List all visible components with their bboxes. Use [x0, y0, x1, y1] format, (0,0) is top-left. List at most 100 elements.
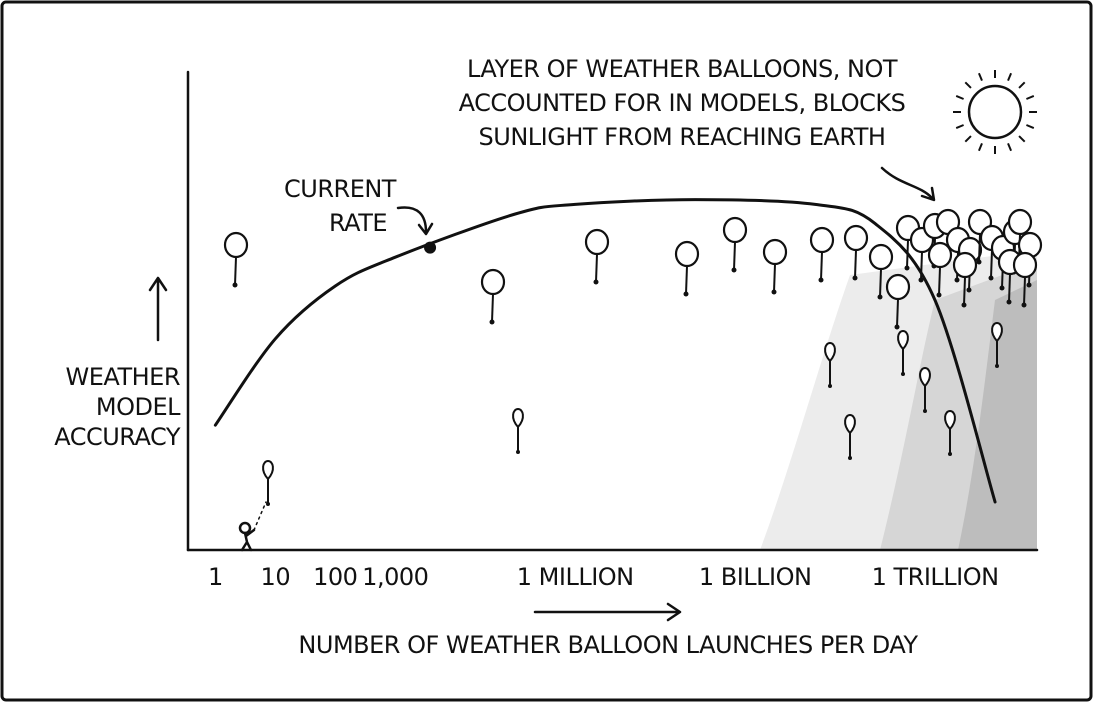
accuracy-curve	[213, 198, 997, 504]
small-balloon	[844, 413, 856, 435]
balloon-weight	[999, 285, 1005, 291]
sun-ray	[1026, 124, 1035, 129]
y-axis-label: MODEL	[96, 393, 181, 421]
balloon-string	[990, 249, 993, 279]
balloon-string	[773, 263, 776, 293]
balloon-weight	[918, 277, 924, 283]
sun-ray	[1007, 72, 1012, 81]
sun-ray	[978, 143, 983, 152]
balloon	[722, 216, 748, 244]
balloon-weight	[848, 456, 852, 460]
x-tick-label: 10	[261, 563, 291, 591]
annotation: CURRENT	[284, 175, 397, 203]
balloon-weight	[877, 294, 883, 300]
balloon-weight	[948, 452, 952, 456]
y-arrow	[148, 276, 168, 342]
balloon-string	[896, 298, 899, 328]
small-balloon	[262, 459, 274, 481]
balloon-weight	[966, 287, 972, 293]
balloon-weight	[901, 372, 905, 376]
balloon	[674, 240, 700, 268]
balloon-weight	[936, 292, 942, 298]
balloon-weight	[894, 324, 900, 330]
annotation: SUNLIGHT FROM REACHING EARTH	[479, 123, 886, 151]
sun-ray	[1026, 95, 1035, 100]
balloon-weight	[683, 291, 689, 297]
small-balloon	[991, 321, 1003, 343]
x-arrow	[533, 602, 682, 622]
x-tick-label: 1 TRILLION	[872, 563, 999, 591]
balloon-weight	[923, 409, 927, 413]
small-balloon	[944, 409, 956, 431]
current-rate-point	[424, 241, 437, 254]
balloon-weight	[954, 277, 960, 283]
small-balloon	[897, 329, 909, 351]
x-tick-label: 1	[208, 563, 223, 591]
y-axis-label: WEATHER	[66, 363, 181, 391]
balloon-weight	[828, 384, 832, 388]
x-tick-label: 1,000	[362, 563, 428, 591]
small-balloon	[512, 407, 524, 429]
annotation: LAYER OF WEATHER BALLOONS, NOT	[467, 55, 898, 83]
balloon-string	[1023, 276, 1026, 306]
x-tick-label: 100	[313, 563, 357, 591]
balloon-string	[1008, 273, 1011, 303]
annotation-arrow	[396, 206, 434, 236]
balloon-weight	[988, 275, 994, 281]
balloon-shadow	[760, 250, 1037, 550]
sun-ray	[964, 81, 972, 89]
sun-ray	[1007, 143, 1012, 152]
balloon-weight	[771, 289, 777, 295]
stick-figure	[238, 501, 267, 552]
balloon-string	[879, 268, 882, 298]
balloons	[223, 208, 1043, 506]
balloon-weight	[1021, 302, 1027, 308]
balloon-string	[733, 241, 736, 271]
balloon	[480, 268, 506, 296]
sun-disc	[967, 84, 1023, 140]
balloon	[1007, 208, 1033, 236]
balloon-weight	[731, 267, 737, 273]
annotation: ACCOUNTED FOR IN MODELS, BLOCKS	[459, 89, 906, 117]
x-tick-label: 1 MILLION	[517, 563, 634, 591]
balloon-string	[685, 265, 688, 295]
small-balloon	[919, 366, 931, 388]
shadow-dark	[958, 280, 1037, 550]
balloon-string	[820, 251, 823, 281]
x-tick-label: 1 BILLION	[699, 563, 812, 591]
balloon	[885, 273, 911, 301]
balloon-string	[595, 253, 598, 283]
sun-ray	[978, 72, 983, 81]
balloon-string	[978, 233, 981, 263]
balloon-weight	[593, 279, 599, 285]
balloon-string	[963, 276, 966, 306]
y-axis-label: ACCURACY	[54, 423, 181, 451]
annotation-arrow	[880, 166, 936, 202]
balloon	[927, 241, 953, 269]
balloon-weight	[995, 364, 999, 368]
sun	[953, 70, 1037, 154]
balloon	[868, 243, 894, 271]
annotation: RATE	[329, 209, 387, 237]
balloon-weight	[961, 302, 967, 308]
balloon-string	[234, 256, 237, 286]
balloon	[223, 231, 249, 259]
balloon-weight	[976, 259, 982, 265]
balloon-weight	[232, 282, 238, 288]
sun-ray	[1018, 81, 1026, 89]
balloon-weight	[818, 277, 824, 283]
sun-ray	[955, 124, 964, 129]
balloon	[843, 224, 869, 252]
balloon-weight	[1006, 299, 1012, 305]
balloon-weight	[904, 265, 910, 271]
sun-ray	[955, 95, 964, 100]
sun-ray	[1018, 135, 1026, 143]
balloon-string	[854, 249, 857, 279]
balloon	[1012, 251, 1038, 279]
balloon-weight	[266, 502, 270, 506]
balloon	[584, 228, 610, 256]
balloon-weight	[1026, 282, 1032, 288]
balloon	[952, 251, 978, 279]
balloon-string	[491, 293, 494, 323]
